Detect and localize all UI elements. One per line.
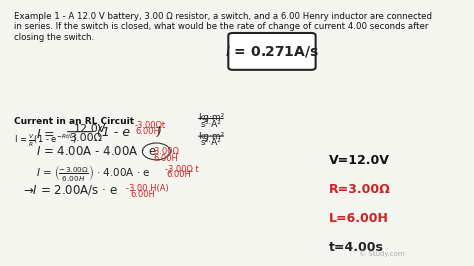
Text: $\it{I}$ = 0.271A/s: $\it{I}$ = 0.271A/s [225,44,319,59]
Text: 12.0V: 12.0V [73,124,106,134]
Text: 6.00H: 6.00H [153,153,178,163]
Text: →$\it{I}$ = 2.00A/s · e: →$\it{I}$ = 2.00A/s · e [23,183,118,197]
Text: I = $\frac{V}{R}$(1 - e$^{-Rt/L}$): I = $\frac{V}{R}$(1 - e$^{-Rt/L}$) [15,133,78,149]
Text: (1 - e: (1 - e [97,126,130,139]
Text: kg·m²: kg·m² [198,132,224,141]
Text: Current in an RL Circuit: Current in an RL Circuit [15,117,135,126]
Text: $\it{I}$ =: $\it{I}$ = [36,128,55,141]
Text: 6.00H: 6.00H [136,127,161,136]
Text: © Study.com: © Study.com [359,250,405,257]
Text: 6.00H: 6.00H [166,170,191,179]
Text: -3.00Ω: -3.00Ω [152,147,180,156]
Text: $\it{I}$ = 4.00A - 4.00A · e: $\it{I}$ = 4.00A - 4.00A · e [36,145,157,158]
Text: s²·A²: s²·A² [201,138,221,147]
Text: 3.00Ω: 3.00Ω [69,133,102,143]
Text: -3.00 H(A): -3.00 H(A) [126,184,169,193]
Text: R=3.00Ω: R=3.00Ω [328,183,391,196]
Text: $\it{I}$ = $\left(\frac{-3.00\Omega}{6.00H}\right)$ · 4.00A · e: $\it{I}$ = $\left(\frac{-3.00\Omega}{6.0… [36,163,151,183]
Text: V=12.0V: V=12.0V [328,154,390,167]
Text: 6.00H: 6.00H [130,190,155,199]
Text: kg·m²: kg·m² [198,113,224,122]
Text: L=6.00H: L=6.00H [328,212,389,225]
Text: t=4.00s: t=4.00s [328,241,383,254]
Text: -3.00Ω t: -3.00Ω t [165,165,199,174]
Text: ): ) [156,126,161,139]
FancyBboxPatch shape [228,33,316,70]
Text: s³·A²: s³·A² [201,120,221,129]
Text: Example 1 - A 12.0 V battery, 3.00 Ω resistor, a switch, and a 6.00 Henry induct: Example 1 - A 12.0 V battery, 3.00 Ω res… [15,12,432,42]
Text: -3.00Ωt: -3.00Ωt [135,121,165,130]
